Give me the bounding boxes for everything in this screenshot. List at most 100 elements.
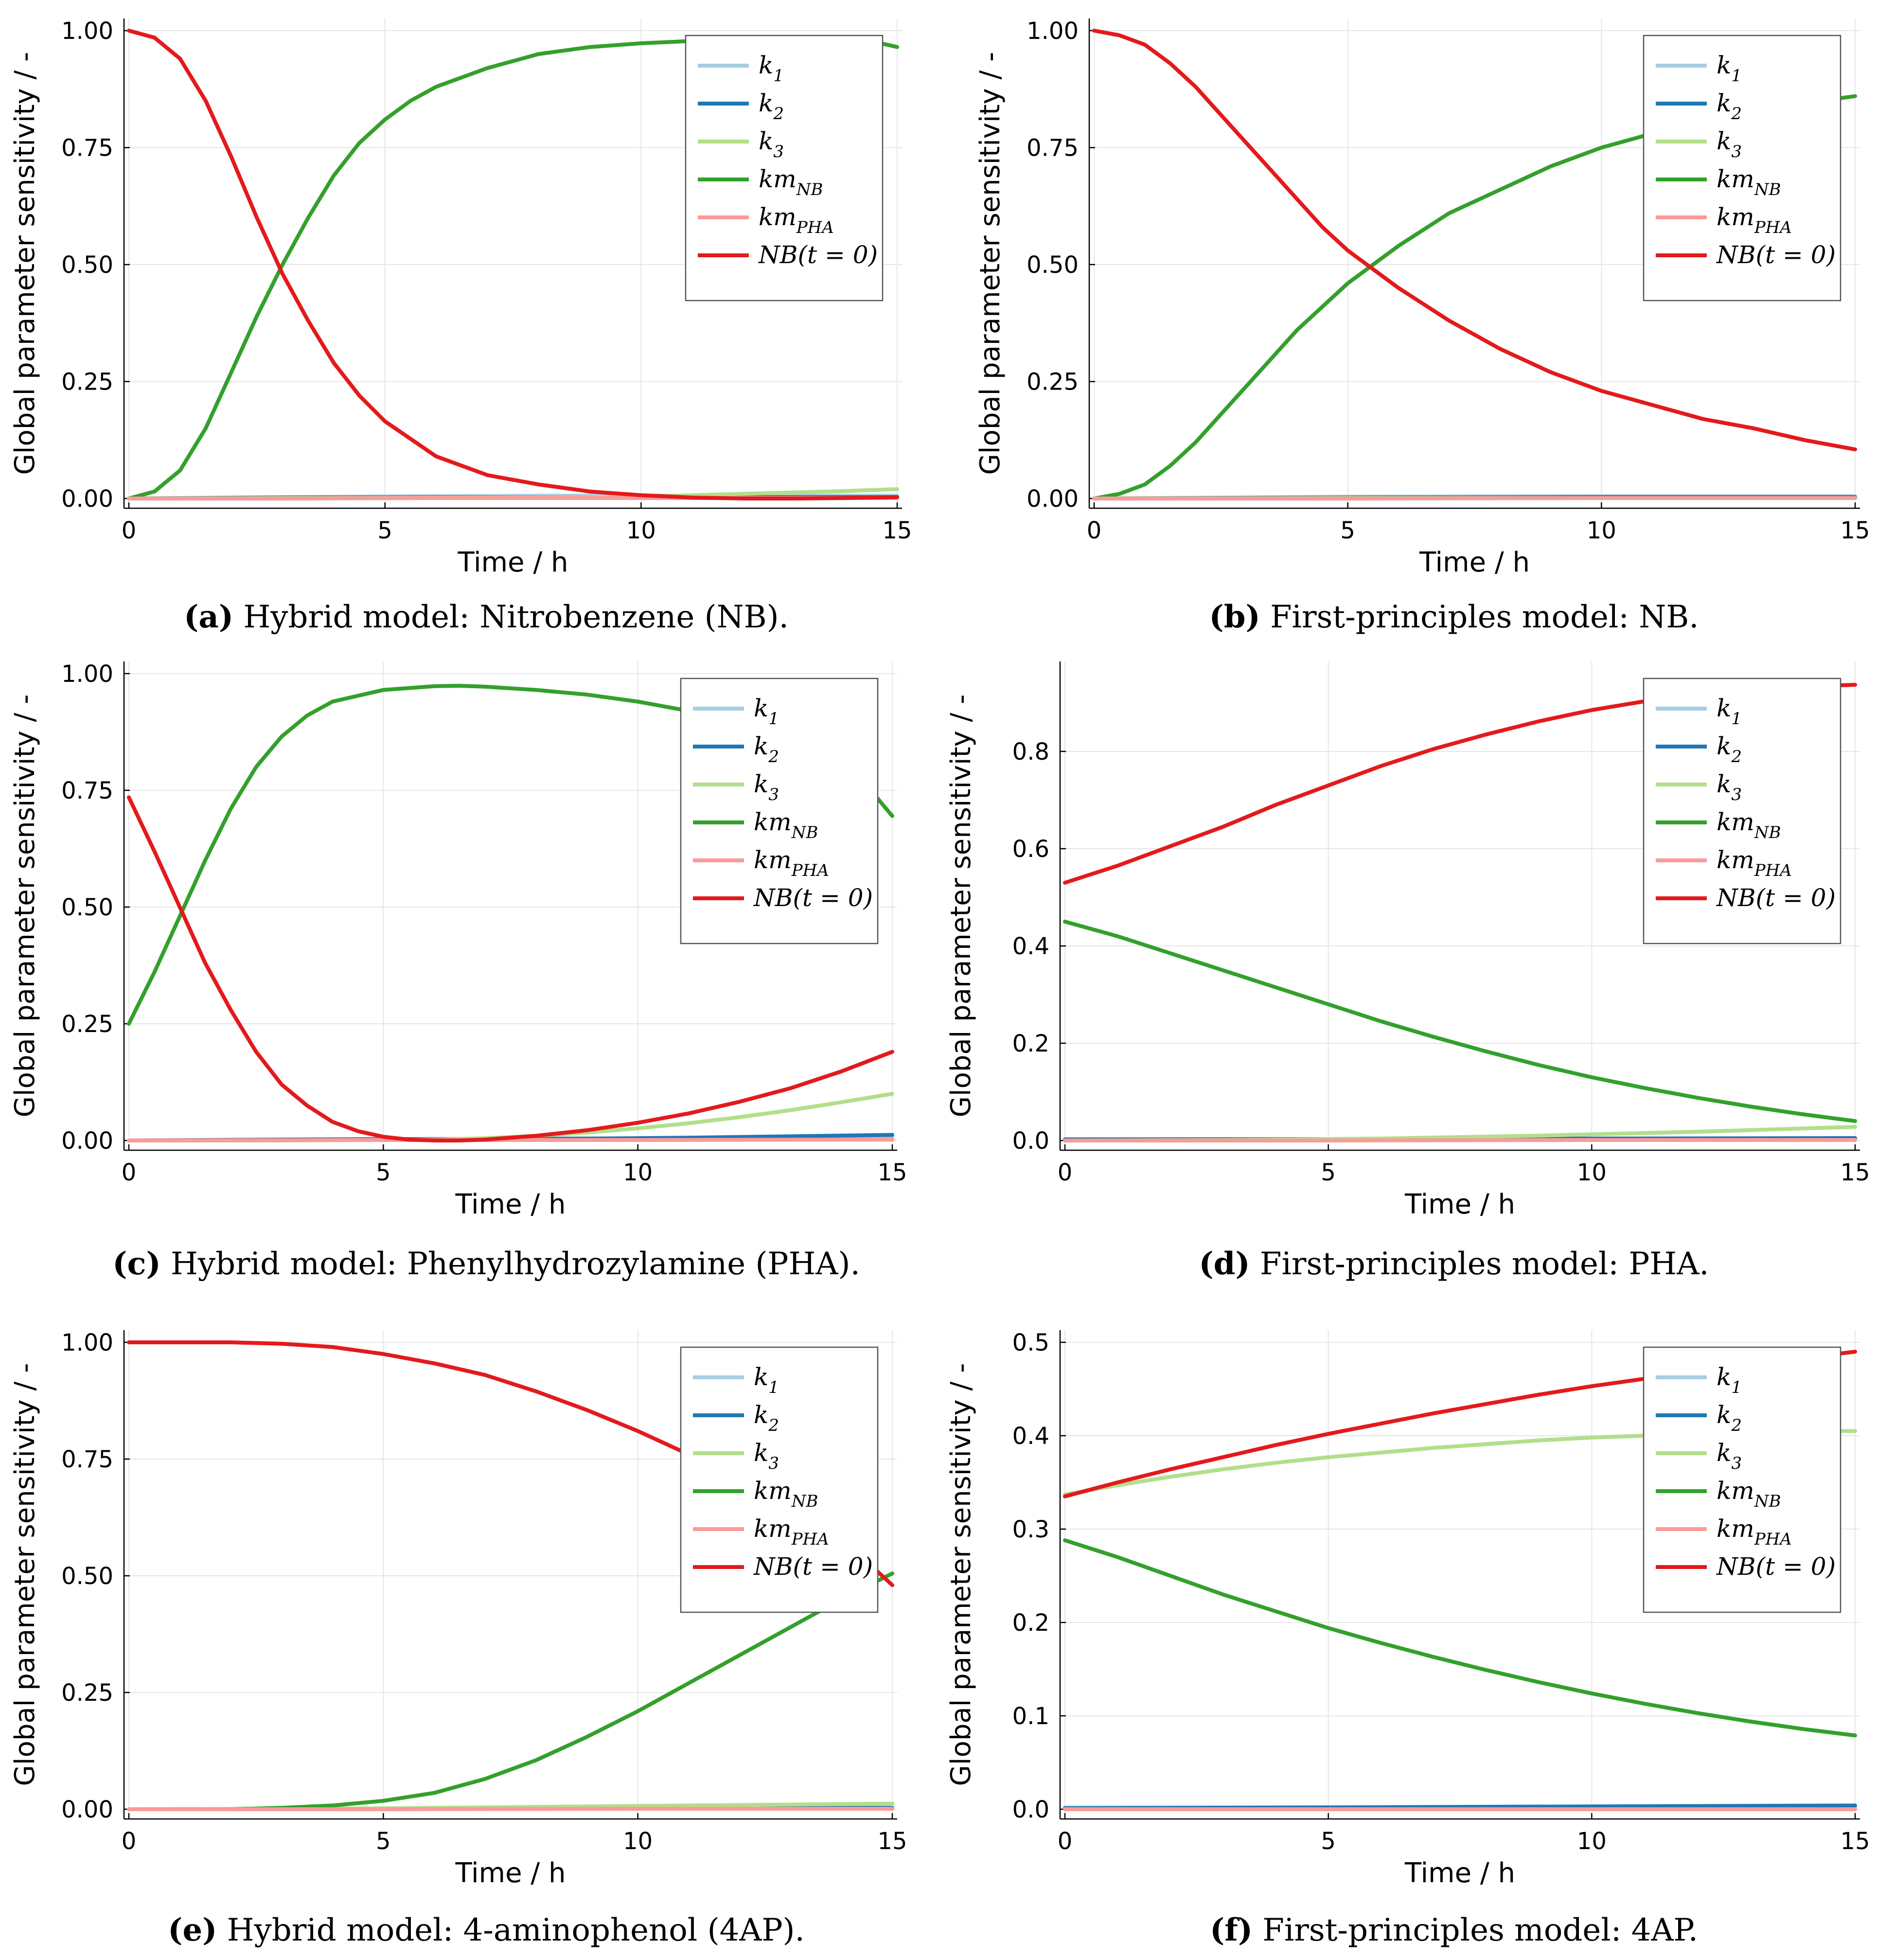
legend-item-NB0: NB(t = 0)	[698, 241, 878, 269]
x-tick-label: 5	[1321, 1828, 1336, 1855]
x-axis-label: Time / h	[457, 547, 568, 578]
legend-label-base: km	[1717, 165, 1754, 193]
x-tick-label: 10	[1577, 1828, 1607, 1855]
legend-label: k2	[1717, 89, 1742, 124]
y-tick-label: 0.25	[61, 1011, 113, 1038]
legend-label-base: k	[754, 732, 768, 760]
caption-text: First-principles model: NB.	[1260, 599, 1699, 635]
legend-item-k3: k3	[1656, 1439, 1742, 1473]
legend-label: NB(t = 0)	[1716, 1552, 1836, 1581]
legend-label: k1	[1717, 1363, 1742, 1397]
panel-caption: (f) First-principles model: 4AP.	[1210, 1912, 1698, 1948]
legend-label: k3	[754, 770, 779, 804]
x-tick-label: 0	[122, 1828, 137, 1855]
legend-item-k2: k2	[698, 89, 784, 124]
legend-label: NB(t = 0)	[753, 1552, 873, 1581]
y-tick-label: 0.4	[1012, 933, 1049, 960]
legend-item-k3: k3	[698, 127, 784, 161]
legend-label-sub: 3	[1731, 1454, 1742, 1473]
caption-tag: (f)	[1210, 1912, 1253, 1948]
x-tick-label: 15	[1840, 517, 1870, 544]
legend-label: kmPHA	[1717, 203, 1792, 237]
legend-label-base: NB(t = 0)	[1716, 241, 1836, 269]
y-tick-label: 0.75	[61, 1446, 113, 1473]
legend-item-k2: k2	[693, 1401, 779, 1435]
legend-label: NB(t = 0)	[753, 884, 873, 912]
panel-caption: (c) Hybrid model: Phenylhydrozylamine (P…	[112, 1246, 860, 1282]
series-line-NB0	[1092, 29, 1857, 451]
legend-label-base: NB(t = 0)	[753, 1552, 873, 1581]
legend-item-k1: k1	[1656, 1363, 1742, 1397]
x-tick-label: 5	[376, 1159, 391, 1186]
y-axis-label: Global parameter sensitivity / -	[9, 695, 41, 1118]
y-tick-label: 0.25	[61, 369, 113, 396]
x-tick-label: 10	[623, 1159, 653, 1186]
x-tick-label: 15	[877, 1828, 907, 1855]
panel-caption: (e) Hybrid model: 4-aminophenol (4AP).	[168, 1912, 805, 1948]
legend-label-base: km	[754, 1515, 792, 1543]
legend-label-base: km	[759, 203, 797, 231]
legend-label-base: k	[754, 770, 768, 798]
legend-label: k1	[754, 1363, 779, 1397]
legend-item-kmPHA: kmPHA	[698, 203, 834, 237]
y-tick-label: 0.25	[1027, 369, 1079, 396]
x-tick-label: 5	[1340, 517, 1355, 544]
legend-label: k3	[759, 127, 784, 161]
legend-label-sub: 3	[768, 785, 779, 804]
x-axis-label: Time / h	[455, 1857, 566, 1889]
legend-item-kmPHA: kmPHA	[1656, 1515, 1792, 1549]
legend-label: k3	[1717, 770, 1742, 804]
y-tick-label: 0.5	[1012, 1329, 1049, 1356]
legend-item-k1: k1	[698, 51, 784, 86]
legend-label-sub: 2	[768, 1416, 779, 1435]
legend-item-kmPHA: kmPHA	[1656, 203, 1792, 237]
y-axis-label: Global parameter sensitivity / -	[945, 695, 977, 1118]
legend-label: k3	[1717, 127, 1742, 161]
chart-panel-f: 0 5 10 15 0.0 0.1 0.2 0.3 0.4 0.5 Time / h Global p…	[945, 1329, 1870, 1948]
y-tick-label: 0.00	[61, 1127, 113, 1155]
legend-label-sub: PHA	[796, 218, 834, 237]
y-tick-label: 1.00	[61, 660, 113, 688]
legend-item-k3: k3	[693, 1439, 779, 1473]
x-tick-label: 5	[376, 1828, 391, 1855]
caption-text: First-principles model: 4AP.	[1253, 1912, 1698, 1948]
y-tick-label: 0.75	[1027, 135, 1079, 162]
legend-label: k1	[1717, 51, 1742, 86]
legend-label-sub: 1	[1731, 66, 1742, 86]
legend-item-kmNB: kmNB	[693, 808, 818, 842]
legend-label-sub: 3	[1731, 142, 1742, 161]
legend-label: k1	[1717, 694, 1742, 729]
legend-label-base: NB(t = 0)	[758, 241, 878, 269]
legend-item-NB0: NB(t = 0)	[1656, 884, 1836, 912]
caption-tag: (d)	[1199, 1246, 1250, 1282]
y-tick-label: 0.50	[61, 251, 113, 279]
chart-panel-a: 0 5 10 15 0.00 0.25 0.50 0.75 1.00 Time / h Global…	[9, 18, 912, 635]
legend-label-base: k	[1717, 694, 1731, 722]
legend-item-kmPHA: kmPHA	[693, 1515, 829, 1549]
legend-label-base: km	[754, 808, 792, 836]
legend-label-sub: 3	[768, 1454, 779, 1473]
legend-label-sub: 1	[768, 1378, 779, 1397]
legend-label: kmPHA	[754, 846, 829, 880]
y-tick-label: 0.2	[1012, 1609, 1049, 1637]
x-tick-label: 10	[626, 517, 656, 544]
y-tick-label: 0.1	[1012, 1703, 1049, 1730]
legend-label-sub: PHA	[1754, 861, 1792, 880]
legend-label-base: k	[754, 1401, 768, 1429]
caption-text: First-principles model: PHA.	[1250, 1246, 1709, 1282]
y-tick-label: 0.6	[1012, 836, 1049, 863]
legend-label-sub: 2	[773, 104, 784, 124]
legend-label-base: km	[1717, 846, 1754, 874]
legend-label: k2	[754, 1401, 779, 1435]
x-tick-label: 15	[882, 517, 912, 544]
series-line-k3	[127, 1092, 894, 1142]
legend-label: k3	[754, 1439, 779, 1473]
legend-item-kmNB: kmNB	[1656, 165, 1781, 199]
legend-label: kmNB	[754, 1477, 818, 1511]
legend-label-sub: NB	[1754, 180, 1781, 199]
series-line-kmNB	[1063, 920, 1857, 1123]
legend-label-sub: 1	[1731, 1378, 1742, 1397]
x-tick-label: 10	[623, 1828, 653, 1855]
